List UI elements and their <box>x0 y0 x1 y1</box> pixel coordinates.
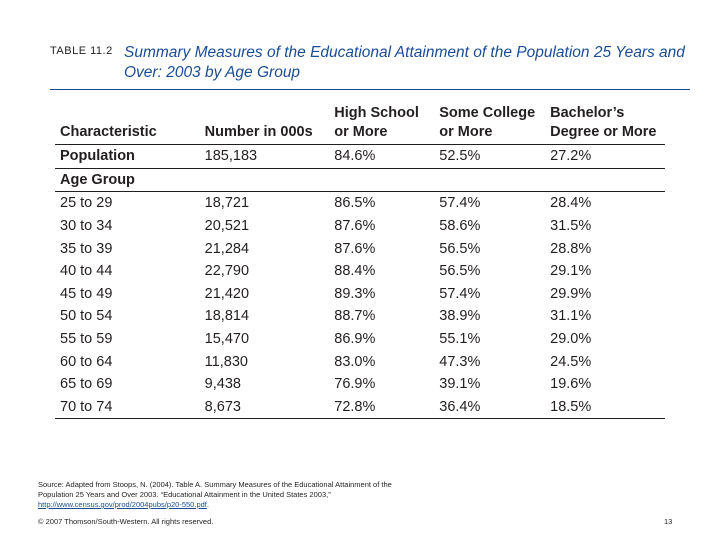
cell-number: 20,521 <box>204 218 250 235</box>
cell-characteristic: 65 to 69 <box>60 376 113 393</box>
cell-number: 18,721 <box>204 195 250 212</box>
cell-high-school: 86.5% <box>334 195 376 212</box>
cell-bachelors: 27.2% <box>550 148 592 165</box>
table-header-row: Characteristic Number in 000s High Schoo… <box>55 104 665 145</box>
cell-bachelors: 28.8% <box>550 240 592 257</box>
empty-cell <box>200 168 330 192</box>
cell-high-school: 84.6% <box>334 148 376 165</box>
page-number: 13 <box>664 517 673 526</box>
source-end: . <box>206 500 209 509</box>
header-some-college: Some College or More <box>439 105 536 140</box>
table-row: 70 to 74 8,673 72.8% 36.4% 18.5% <box>55 396 665 419</box>
cell-characteristic: 45 to 49 <box>60 285 113 302</box>
cell-some-college: 56.5% <box>439 263 481 280</box>
cell-high-school: 86.9% <box>334 331 376 348</box>
cell-high-school: 89.3% <box>334 285 376 302</box>
cell-some-college: 47.3% <box>439 353 481 370</box>
table-row: 50 to 54 18,814 88.7% 38.9% 31.1% <box>55 305 665 328</box>
cell-some-college: 57.4% <box>439 285 481 302</box>
empty-cell <box>434 168 545 192</box>
group-heading-row: Age Group <box>55 168 665 192</box>
cell-some-college: 39.1% <box>439 376 481 393</box>
population-row: Population 185,183 84.6% 52.5% 27.2% <box>55 145 665 169</box>
cell-bachelors: 29.1% <box>550 263 592 280</box>
table-row: 65 to 69 9,438 76.9% 39.1% 19.6% <box>55 373 665 396</box>
cell-bachelors: 19.6% <box>550 376 592 393</box>
table-row: 45 to 49 21,420 89.3% 57.4% 29.9% <box>55 283 665 306</box>
cell-number: 22,790 <box>204 263 250 280</box>
table-row: 30 to 34 20,521 87.6% 58.6% 31.5% <box>55 215 665 238</box>
cell-bachelors: 31.1% <box>550 308 592 325</box>
cell-some-college: 36.4% <box>439 398 481 415</box>
cell-number: 21,420 <box>204 285 250 302</box>
cell-bachelors: 31.5% <box>550 218 592 235</box>
cell-number: 185,183 <box>204 148 258 165</box>
title-divider <box>50 89 690 90</box>
table-row: 60 to 64 11,830 83.0% 47.3% 24.5% <box>55 350 665 373</box>
cell-some-college: 38.9% <box>439 308 481 325</box>
cell-high-school: 83.0% <box>334 353 376 370</box>
cell-bachelors: 29.0% <box>550 331 592 348</box>
cell-characteristic: 50 to 54 <box>60 308 113 325</box>
header-number: Number in 000s <box>204 124 313 140</box>
empty-cell <box>545 168 665 192</box>
table-label: TABLE 11.2 <box>50 45 113 57</box>
cell-number: 21,284 <box>204 240 250 257</box>
source-text: Source: Adapted from Stoops, N. (2004). … <box>38 480 392 499</box>
cell-characteristic: Population <box>60 148 135 165</box>
table-row: 55 to 59 15,470 86.9% 55.1% 29.0% <box>55 328 665 351</box>
cell-bachelors: 29.9% <box>550 285 592 302</box>
cell-high-school: 76.9% <box>334 376 376 393</box>
cell-number: 11,830 <box>204 353 248 370</box>
cell-number: 9,438 <box>204 376 241 393</box>
cell-characteristic: 55 to 59 <box>60 331 113 348</box>
header-high-school: High School or More <box>334 105 419 140</box>
header-bachelors: Bachelor’s Degree or More <box>550 105 657 140</box>
copyright-notice: © 2007 Thomson/South-Western. All rights… <box>38 517 214 526</box>
cell-characteristic: 40 to 44 <box>60 263 113 280</box>
cell-number: 18,814 <box>204 308 250 325</box>
cell-characteristic: 60 to 64 <box>60 353 113 370</box>
age-group-heading: Age Group <box>60 171 135 188</box>
cell-high-school: 88.7% <box>334 308 376 325</box>
header-characteristic: Characteristic <box>60 124 157 140</box>
cell-high-school: 87.6% <box>334 218 376 235</box>
cell-some-college: 57.4% <box>439 195 481 212</box>
cell-characteristic: 25 to 29 <box>60 195 113 212</box>
cell-some-college: 52.5% <box>439 148 481 165</box>
cell-bachelors: 28.4% <box>550 195 592 212</box>
source-note: Source: Adapted from Stoops, N. (2004). … <box>38 480 418 510</box>
cell-bachelors: 24.5% <box>550 353 592 370</box>
cell-number: 15,470 <box>204 331 250 348</box>
cell-characteristic: 70 to 74 <box>60 398 113 415</box>
cell-characteristic: 35 to 39 <box>60 240 113 257</box>
table-row: 25 to 29 18,721 86.5% 57.4% 28.4% <box>55 192 665 215</box>
attainment-table: Characteristic Number in 000s High Schoo… <box>55 104 665 419</box>
source-link[interactable]: http://www.census.gov/prod/2004pubs/p20-… <box>38 500 207 509</box>
table-title: Summary Measures of the Educational Atta… <box>124 44 685 81</box>
cell-high-school: 72.8% <box>334 398 376 415</box>
empty-cell <box>329 168 434 192</box>
cell-bachelors: 18.5% <box>550 398 592 415</box>
cell-some-college: 55.1% <box>439 331 481 348</box>
cell-characteristic: 30 to 34 <box>60 218 113 235</box>
cell-number: 8,673 <box>204 398 241 415</box>
table-row: 35 to 39 21,284 87.6% 56.5% 28.8% <box>55 237 665 260</box>
cell-high-school: 87.6% <box>334 240 376 257</box>
cell-high-school: 88.4% <box>334 263 376 280</box>
cell-some-college: 58.6% <box>439 218 481 235</box>
table-row: 40 to 44 22,790 88.4% 56.5% 29.1% <box>55 260 665 283</box>
cell-some-college: 56.5% <box>439 240 481 257</box>
